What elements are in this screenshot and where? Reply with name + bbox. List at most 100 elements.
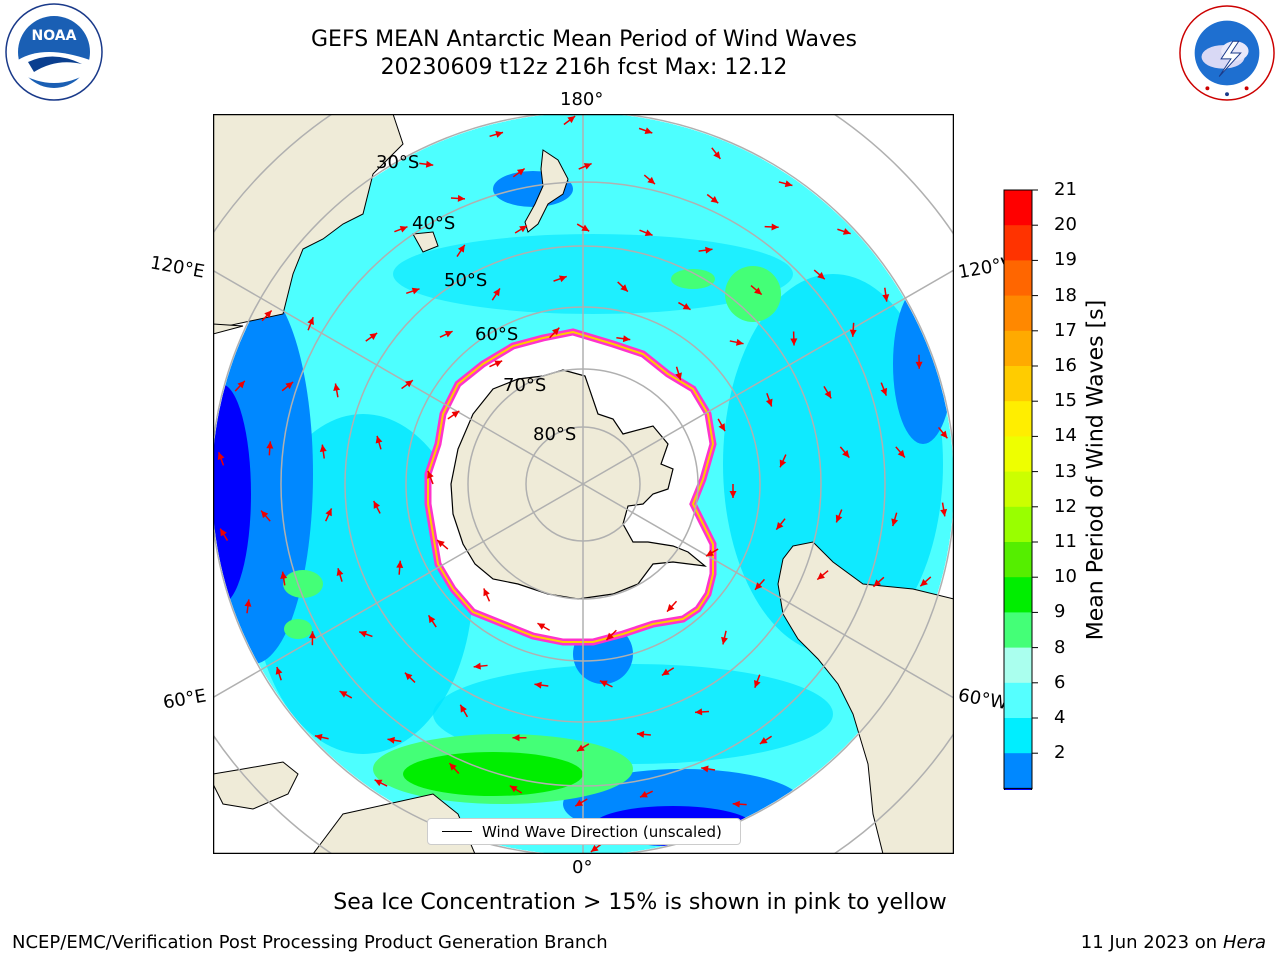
wind-wave-arrow-head [581, 224, 590, 232]
sea-ice-caption: Sea Ice Concentration > 15% is shown in … [333, 890, 947, 915]
noaa-logo: NOAA [5, 3, 103, 101]
wind-wave-arrow-head [333, 383, 341, 392]
colorbar-segment [1004, 612, 1032, 649]
wind-wave-arrow-head [319, 444, 327, 453]
footer-host: Hera [1222, 932, 1266, 953]
colorbar-segment [1004, 506, 1032, 543]
lat-label-80s: 80°S [533, 424, 577, 445]
wind-wave-arrow-head [721, 636, 728, 645]
wind-wave-arrow-head [873, 579, 882, 587]
wind-wave-arrow-head [575, 799, 584, 807]
noaa-logo-text: NOAA [32, 28, 77, 44]
wind-wave-arrow-head [460, 704, 467, 713]
wind-wave-arrow-head [369, 333, 378, 340]
colorbar-tick-label: 18 [1054, 284, 1077, 306]
wind-wave-arrow-head [275, 666, 283, 675]
wind-wave-arrow-head [359, 630, 367, 638]
colorbar-outline [1003, 189, 1033, 790]
wind-wave-arrow-head [266, 441, 274, 449]
colorbar-segment [1004, 225, 1032, 261]
wind-wave-arrow-head [411, 287, 420, 295]
wind-wave-arrow-head [425, 160, 434, 168]
lat-label-70s: 70°S [503, 375, 547, 396]
colorbar-segment [1004, 260, 1032, 297]
wind-wave-arrow-head [754, 287, 762, 295]
lat-label-30s: 30°S [376, 152, 420, 173]
wind-wave-arrow-head [735, 338, 744, 346]
wind-wave-arrow-head [336, 568, 344, 576]
wind-wave-arrow-head [718, 423, 726, 432]
map-legend: Wind Wave Direction (unscaled) [427, 818, 741, 845]
south-america-land [777, 541, 954, 854]
wind-wave-arrow-head [220, 528, 227, 537]
colorbar-tick-label: 21 [1054, 179, 1077, 200]
wind-wave-arrow-head [449, 763, 457, 771]
wind-wave-arrow-head [915, 361, 923, 369]
wind-wave-arrow-head [880, 387, 888, 396]
wind-wave-arrow-head [590, 844, 599, 852]
wind-wave-arrow-head [576, 744, 585, 752]
antarctica-land [450, 369, 707, 600]
colorbar-segment [1004, 330, 1032, 367]
wind-wave-arrow-head [835, 514, 843, 523]
wind-wave-arrow-head [558, 275, 567, 283]
wind-wave-arrow-head [675, 372, 682, 381]
colorbar-tick-label: 16 [1054, 355, 1077, 376]
wind-wave-arrow-head [280, 571, 288, 580]
wind-wave-arrow-head [636, 730, 645, 738]
wind-wave-arrow-head [759, 737, 768, 744]
wind-wave-arrow-head [729, 491, 737, 498]
colorbar-tick-label: 11 [1054, 531, 1077, 552]
chart-title: GEFS MEAN Antarctic Mean Period of Wind … [311, 27, 857, 52]
australia-land [213, 114, 404, 330]
wind-wave-arrow-head [710, 196, 719, 204]
wind-wave-arrow-head [519, 225, 527, 233]
wind-wave-arrow-head [661, 668, 670, 676]
wind-wave-arrow-head [647, 176, 655, 185]
wind-wave-arrow-head [457, 244, 465, 253]
legend-label: Wind Wave Direction (unscaled) [482, 822, 722, 841]
wind-wave-arrow-head [427, 470, 434, 479]
colorbar-segment [1004, 366, 1032, 402]
wind-wave-arrow-head [695, 708, 703, 716]
wind-wave-arrow-head [784, 180, 793, 188]
new-zealand-land [524, 149, 569, 233]
wind-wave-arrow-head [373, 501, 381, 509]
wind-wave-arrow-head [824, 390, 832, 399]
wind-wave-arrow-head [551, 327, 560, 336]
wind-wave-arrow-head [849, 329, 857, 337]
madagascar-land [213, 761, 299, 810]
colorbar-segment [1004, 682, 1032, 719]
colorbar-segment [1004, 471, 1032, 508]
wind-wave-arrow-head [667, 604, 675, 612]
colorbar-label: Mean Period of Wind Waves [s] [1083, 299, 1109, 641]
wind-wave-arrow-head [882, 294, 890, 302]
wind-wave-arrow-head [790, 338, 798, 346]
wind-wave-arrow-head [451, 410, 460, 418]
colorbar-tick-label: 10 [1054, 566, 1077, 588]
wind-wave-arrow-head [537, 623, 546, 630]
wind-wave-arrow-head [325, 508, 332, 517]
footer-date: 11 Jun 2023 on Hera [1081, 932, 1266, 953]
wind-wave-arrow-head [399, 225, 408, 233]
lat-label-40s: 40°S [412, 213, 456, 234]
wind-wave-arrow-head [682, 303, 691, 310]
wind-wave-arrow-head [606, 632, 614, 641]
wind-wave-arrow-head [754, 582, 763, 590]
wind-wave-arrow-head [314, 733, 323, 741]
lat-label-50s: 50°S [444, 270, 488, 291]
colorbar-segment [1004, 753, 1032, 789]
wind-wave-arrow-head [387, 736, 395, 744]
graticule [213, 114, 954, 854]
colorbar-tick-label: 14 [1054, 425, 1077, 447]
wind-wave-arrow-head [483, 588, 490, 597]
wind-wave-arrow-head [622, 335, 631, 343]
wind-wave-arrow-head [920, 578, 928, 587]
wind-wave-arrow-head [534, 681, 542, 689]
wind-wave-arrow-head [713, 151, 721, 159]
colorbar-tick-label: 19 [1054, 249, 1077, 271]
wind-wave-arrow-head [620, 284, 628, 292]
wind-wave-arrow-head [261, 510, 269, 519]
wind-wave-arrows [217, 115, 948, 853]
colorbar-tick-label: 2 [1054, 742, 1066, 764]
